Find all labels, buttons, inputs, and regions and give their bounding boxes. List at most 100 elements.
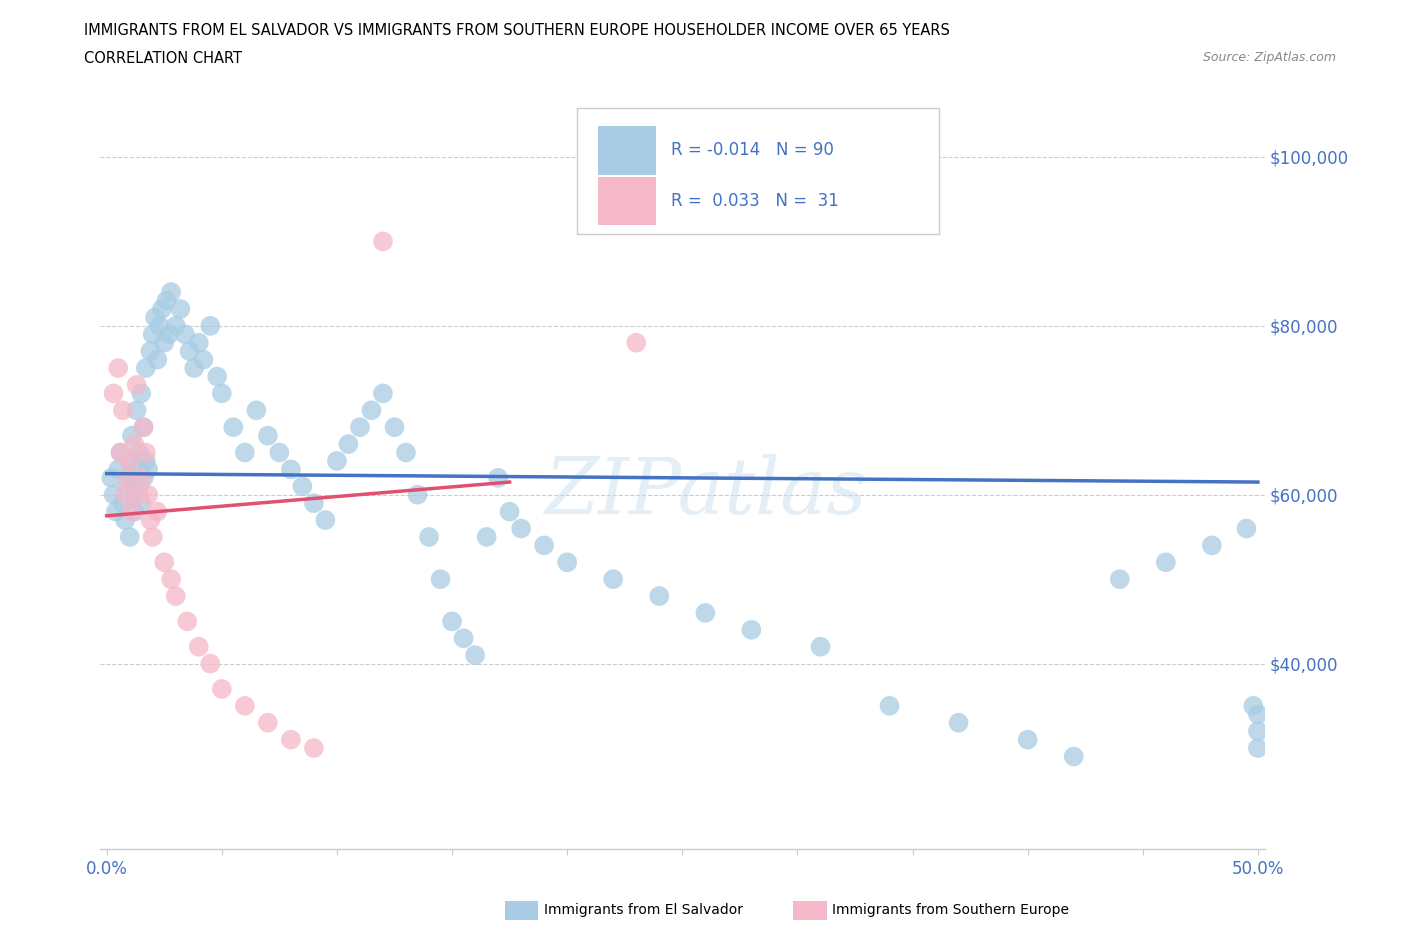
Point (302, 496, 325, 511)
Point (211, 682, 233, 697)
Point (128, 487, 150, 502)
Point (648, 589, 671, 604)
Point (314, 512, 336, 527)
Point (1017, 732, 1039, 747)
Point (302, 740, 325, 755)
Point (129, 496, 152, 511)
Point (124, 504, 146, 519)
Point (149, 318, 172, 333)
Point (1108, 572, 1130, 587)
Point (533, 538, 555, 552)
Point (384, 419, 406, 434)
Point (121, 504, 143, 519)
Point (174, 326, 197, 341)
Point (132, 471, 155, 485)
Point (280, 462, 302, 477)
FancyBboxPatch shape (599, 177, 655, 225)
Point (118, 529, 141, 544)
Point (118, 454, 141, 469)
Point (129, 471, 152, 485)
Point (222, 419, 245, 434)
Point (135, 454, 157, 469)
Text: R =  0.033   N =  31: R = 0.033 N = 31 (671, 193, 838, 210)
Point (406, 487, 429, 502)
Point (441, 614, 464, 629)
Text: Immigrants from El Salvador: Immigrants from El Salvador (544, 903, 744, 918)
Point (257, 428, 280, 443)
Point (879, 698, 901, 713)
Text: Source: ZipAtlas.com: Source: ZipAtlas.com (1202, 51, 1336, 64)
Point (142, 326, 165, 341)
Point (211, 386, 233, 401)
Point (371, 234, 394, 249)
Point (169, 301, 191, 316)
Point (371, 386, 394, 401)
Point (111, 496, 134, 511)
Point (160, 572, 183, 587)
Point (337, 436, 360, 451)
Point (110, 445, 132, 460)
Point (626, 336, 648, 351)
Point (510, 521, 533, 536)
Point (349, 419, 371, 434)
Point (100, 471, 122, 485)
Point (453, 631, 475, 645)
Point (1247, 740, 1270, 755)
Point (165, 318, 187, 333)
Point (117, 471, 139, 485)
Point (176, 614, 198, 629)
Text: Immigrants from Southern Europe: Immigrants from Southern Europe (832, 903, 1070, 918)
Text: CORRELATION CHART: CORRELATION CHART (84, 51, 242, 66)
Point (142, 529, 165, 544)
Point (132, 419, 155, 434)
Point (160, 285, 183, 299)
Point (135, 445, 157, 460)
Point (124, 436, 146, 451)
Point (110, 445, 132, 460)
Point (150, 301, 173, 316)
Point (139, 512, 162, 527)
Point (121, 428, 143, 443)
Point (200, 318, 222, 333)
Point (200, 657, 222, 671)
Point (269, 445, 291, 460)
Point (602, 572, 624, 587)
Point (205, 369, 228, 384)
Point (146, 352, 169, 367)
Point (1241, 698, 1264, 713)
Text: R = -0.014   N = 90: R = -0.014 N = 90 (671, 141, 834, 159)
Point (233, 445, 256, 460)
Point (125, 462, 148, 477)
Point (146, 504, 169, 519)
Point (128, 445, 150, 460)
Point (395, 445, 418, 460)
Point (948, 715, 970, 730)
Point (1247, 724, 1270, 738)
Point (418, 529, 440, 544)
Point (429, 572, 451, 587)
Point (117, 479, 139, 494)
Point (124, 487, 146, 502)
Text: ZIPatlas: ZIPatlas (544, 454, 866, 530)
Text: IMMIGRANTS FROM EL SALVADOR VS IMMIGRANTS FROM SOUTHERN EUROPE HOUSEHOLDER INCOM: IMMIGRANTS FROM EL SALVADOR VS IMMIGRANT… (84, 23, 950, 38)
Point (280, 732, 302, 747)
Point (1063, 749, 1085, 764)
Point (1234, 521, 1257, 536)
Point (143, 310, 166, 325)
Point (121, 471, 143, 485)
Point (135, 361, 157, 376)
Point (464, 647, 486, 662)
Point (1201, 538, 1223, 552)
Point (111, 403, 134, 418)
Point (498, 504, 520, 519)
Point (125, 403, 148, 418)
Point (153, 336, 176, 351)
Point (291, 479, 314, 494)
Point (179, 344, 201, 359)
Point (139, 344, 162, 359)
Point (233, 698, 256, 713)
Point (165, 589, 187, 604)
Point (695, 605, 717, 620)
Point (136, 462, 159, 477)
Point (555, 555, 578, 570)
